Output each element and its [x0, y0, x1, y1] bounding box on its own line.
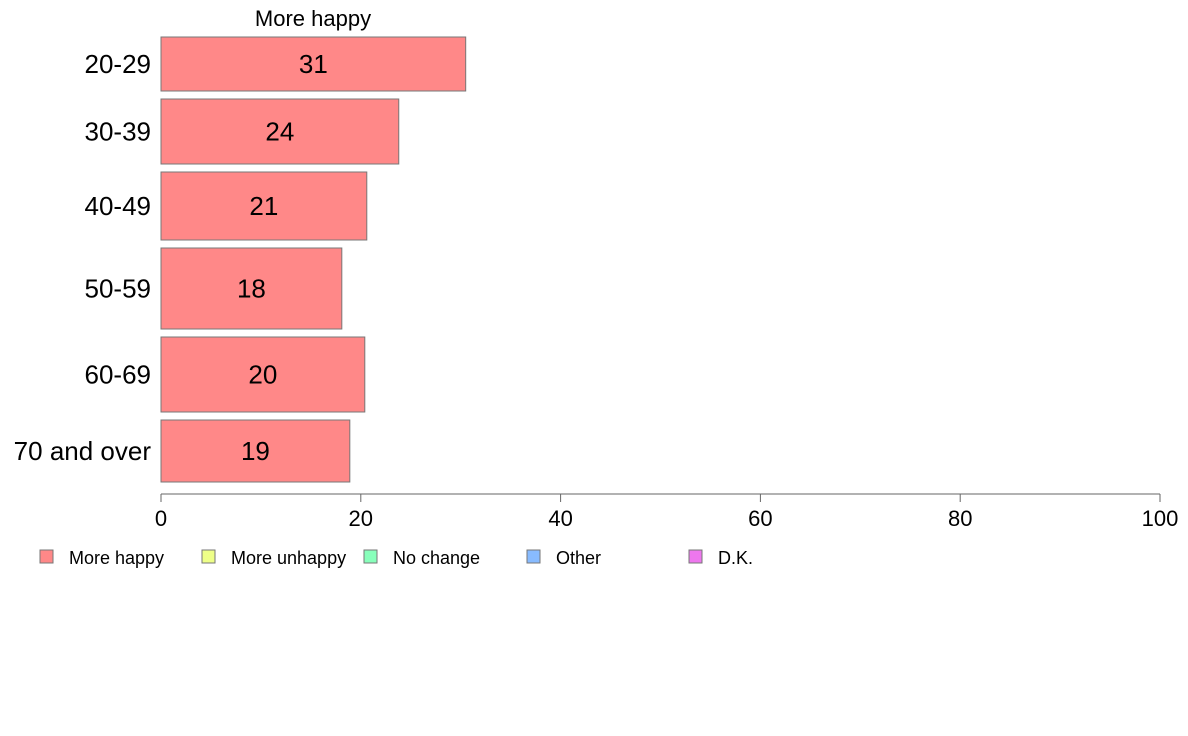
x-tick-label: 60: [748, 506, 772, 531]
bar: [160, 171, 368, 241]
legend-swatch: [688, 549, 703, 564]
bar: [160, 98, 400, 165]
bar-value-label: 18: [237, 274, 266, 304]
x-tick-label: 40: [548, 506, 572, 531]
bar: [160, 36, 467, 92]
x-axis: 0 20 40 60 80 100: [155, 493, 1179, 531]
legend-label: More happy: [69, 548, 164, 568]
legend-label: No change: [393, 548, 480, 568]
legend-swatch: [39, 549, 54, 564]
category-label: 70 and over: [14, 436, 152, 466]
legend-label: Other: [556, 548, 601, 568]
series-title: More happy: [255, 6, 371, 31]
category-label: 20-29: [85, 49, 152, 79]
x-tick-label: 80: [948, 506, 972, 531]
category-label: 40-49: [85, 191, 152, 221]
legend-swatch: [363, 549, 378, 564]
legend-label: D.K.: [718, 548, 753, 568]
bar-value-label: 21: [249, 191, 278, 221]
category-label: 50-59: [85, 274, 152, 304]
bar-value-label: 31: [299, 49, 328, 79]
bar-value-label: 19: [241, 436, 270, 466]
x-tick-label: 20: [349, 506, 373, 531]
bar: [160, 247, 343, 330]
x-tick-label: 0: [155, 506, 167, 531]
x-tick-label: 100: [1142, 506, 1179, 531]
bar: [160, 419, 351, 483]
legend-label: More unhappy: [231, 548, 346, 568]
bar: [160, 336, 366, 413]
category-label: 60-69: [85, 360, 152, 390]
bar-value-label: 24: [265, 117, 294, 147]
category-label: 30-39: [85, 117, 152, 147]
legend: More happy More unhappy No change Other D.K.: [39, 548, 753, 568]
legend-swatch: [526, 549, 541, 564]
bars-group: 20-29 31 30-39 24 40-49 21 50-59 18 60-69 20 70 an…: [14, 36, 467, 483]
legend-swatch: [201, 549, 216, 564]
bar-value-label: 20: [248, 360, 277, 390]
